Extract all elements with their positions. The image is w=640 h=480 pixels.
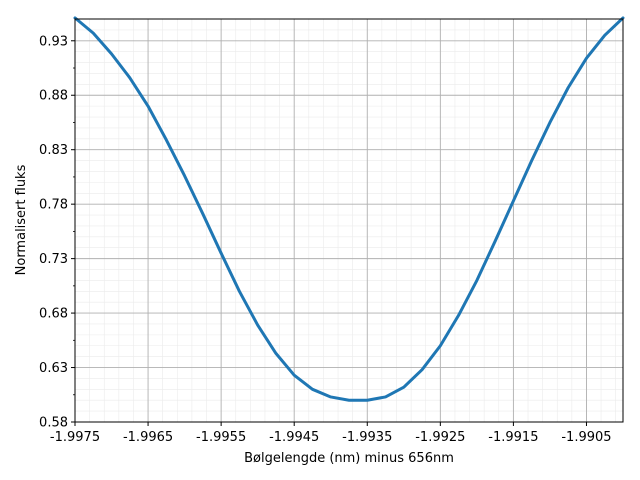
x-tick-label: -1.9965 bbox=[123, 430, 173, 445]
y-tick-label: 0.93 bbox=[39, 34, 68, 49]
flux-series-line bbox=[73, 16, 625, 402]
x-tick-label: -1.9905 bbox=[561, 430, 611, 445]
x-tick-label: -1.9925 bbox=[415, 430, 465, 445]
x-tick-label: -1.9935 bbox=[342, 430, 392, 445]
y-tick-label: 0.73 bbox=[39, 252, 68, 267]
series-layer bbox=[73, 16, 625, 402]
y-tick-label: 0.83 bbox=[39, 143, 68, 158]
x-tick-label: -1.9945 bbox=[269, 430, 319, 445]
y-tick-label: 0.58 bbox=[39, 416, 68, 431]
x-tick-label: -1.9915 bbox=[488, 430, 538, 445]
y-tick-label: 0.68 bbox=[39, 307, 68, 322]
x-axis-ticks: -1.9975 -1.9965 -1.9955 -1.9945 -1.9935 -1.99… bbox=[50, 422, 612, 445]
x-axis-label: Bølgelengde (nm) minus 656nm bbox=[244, 451, 454, 466]
y-tick-label: 0.63 bbox=[39, 361, 68, 376]
y-axis-label: Normalisert fluks bbox=[14, 164, 29, 275]
y-tick-label: 0.88 bbox=[39, 89, 68, 104]
y-tick-label: 0.78 bbox=[39, 198, 68, 213]
x-tick-label: -1.9955 bbox=[196, 430, 246, 445]
y-axis-ticks: 0.58 0.63 0.68 0.73 0.78 0.83 0.88 0.93 bbox=[39, 34, 75, 431]
x-tick-label: -1.9975 bbox=[50, 430, 100, 445]
plot-frame bbox=[74, 18, 624, 423]
